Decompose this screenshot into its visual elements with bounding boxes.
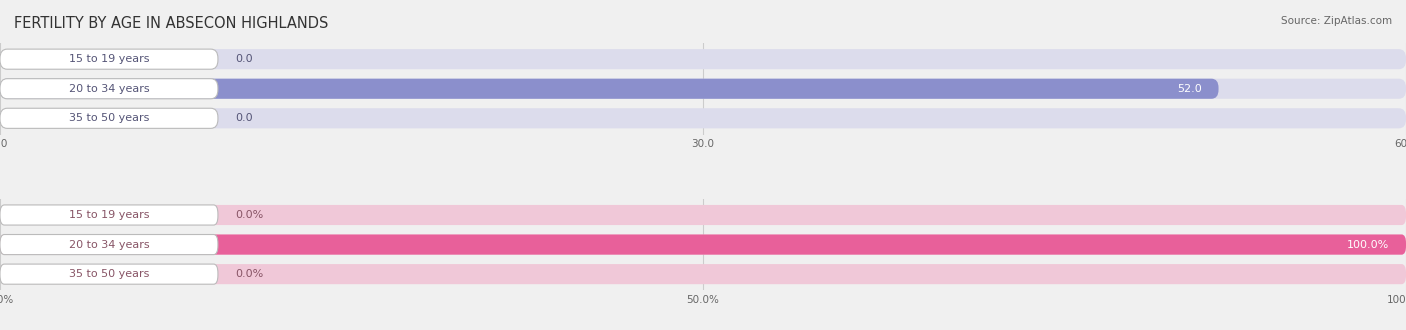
- Text: 0.0%: 0.0%: [235, 269, 263, 279]
- Text: 0.0%: 0.0%: [235, 210, 263, 220]
- FancyBboxPatch shape: [0, 205, 1406, 225]
- Text: 20 to 34 years: 20 to 34 years: [69, 240, 149, 249]
- FancyBboxPatch shape: [0, 264, 1406, 284]
- Text: Source: ZipAtlas.com: Source: ZipAtlas.com: [1281, 16, 1392, 26]
- FancyBboxPatch shape: [0, 235, 1406, 255]
- Text: 35 to 50 years: 35 to 50 years: [69, 113, 149, 123]
- FancyBboxPatch shape: [0, 235, 1406, 255]
- Text: 0.0: 0.0: [235, 113, 253, 123]
- Text: 15 to 19 years: 15 to 19 years: [69, 210, 149, 220]
- Text: 0.0: 0.0: [235, 54, 253, 64]
- FancyBboxPatch shape: [0, 235, 218, 255]
- FancyBboxPatch shape: [0, 79, 1219, 99]
- Text: 35 to 50 years: 35 to 50 years: [69, 269, 149, 279]
- Text: 20 to 34 years: 20 to 34 years: [69, 84, 149, 94]
- FancyBboxPatch shape: [0, 49, 1406, 69]
- Text: 100.0%: 100.0%: [1347, 240, 1389, 249]
- FancyBboxPatch shape: [0, 49, 218, 69]
- Text: 52.0: 52.0: [1177, 84, 1202, 94]
- FancyBboxPatch shape: [0, 205, 218, 225]
- FancyBboxPatch shape: [0, 108, 218, 128]
- FancyBboxPatch shape: [0, 79, 1406, 99]
- FancyBboxPatch shape: [0, 79, 218, 99]
- Text: FERTILITY BY AGE IN ABSECON HIGHLANDS: FERTILITY BY AGE IN ABSECON HIGHLANDS: [14, 16, 329, 31]
- FancyBboxPatch shape: [0, 264, 218, 284]
- Text: 15 to 19 years: 15 to 19 years: [69, 54, 149, 64]
- FancyBboxPatch shape: [0, 108, 1406, 128]
